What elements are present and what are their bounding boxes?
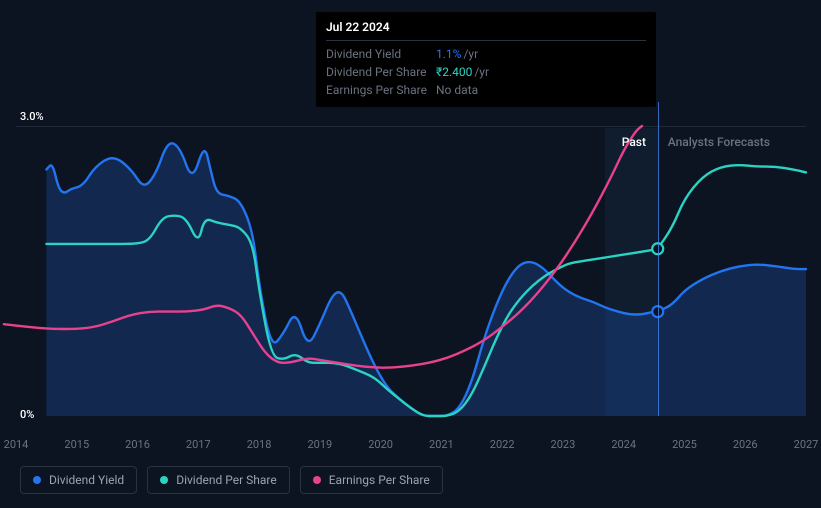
- x-axis-year-2027: 2027: [794, 438, 819, 451]
- x-axis-year-2021: 2021: [429, 438, 454, 451]
- x-axis-year-2024: 2024: [611, 438, 636, 451]
- tooltip-row-value: No data: [436, 83, 478, 97]
- dividend_yield-area: [46, 143, 806, 416]
- x-axis-year-2026: 2026: [733, 438, 758, 451]
- tooltip-row-value: 1.1%: [436, 47, 461, 61]
- cursor-line: [658, 102, 659, 416]
- x-axis-year-2016: 2016: [125, 438, 150, 451]
- chart-tooltip: Jul 22 2024 Dividend Yield1.1% /yrDivide…: [316, 12, 656, 107]
- x-axis-year-2015: 2015: [64, 438, 89, 451]
- legend-dot-icon: [160, 476, 168, 484]
- legend-item-label: Earnings Per Share: [329, 473, 430, 487]
- x-axis-year-2014: 2014: [4, 438, 29, 451]
- x-axis-year-2020: 2020: [368, 438, 393, 451]
- legend-dot-icon: [313, 476, 321, 484]
- chart-plot-area[interactable]: [16, 126, 806, 416]
- dividend-chart: 3.0% 0% Past Analysts Forecasts 20142015…: [0, 0, 821, 508]
- tooltip-row-label: Dividend Yield: [326, 47, 436, 61]
- chart-legend: Dividend Yield Dividend Per Share Earnings…: [20, 466, 443, 494]
- legend-item-label: Dividend Per Share: [176, 473, 277, 487]
- past-label: Past: [622, 135, 646, 149]
- x-axis-year-2019: 2019: [307, 438, 332, 451]
- tooltip-row-earnings-per-share: Earnings Per ShareNo data: [326, 81, 646, 99]
- legend-item-dividend_per_share[interactable]: Dividend Per Share: [147, 466, 290, 494]
- x-axis-year-2025: 2025: [672, 438, 697, 451]
- legend-item-earnings_per_share[interactable]: Earnings Per Share: [300, 466, 443, 494]
- x-axis-year-2018: 2018: [247, 438, 272, 451]
- legend-item-label: Dividend Yield: [49, 473, 124, 487]
- tooltip-row-unit: /yr: [474, 65, 489, 79]
- x-axis-year-2023: 2023: [551, 438, 576, 451]
- x-axis-year-2022: 2022: [490, 438, 515, 451]
- forecast-label: Analysts Forecasts: [668, 135, 770, 149]
- tooltip-row-dividend-per-share: Dividend Per Share₹2.400 /yr: [326, 63, 646, 81]
- tooltip-row-unit: /yr: [463, 47, 478, 61]
- tooltip-row-dividend-yield: Dividend Yield1.1% /yr: [326, 45, 646, 63]
- tooltip-row-label: Dividend Per Share: [326, 65, 436, 79]
- legend-dot-icon: [33, 476, 41, 484]
- tooltip-row-label: Earnings Per Share: [326, 83, 436, 97]
- y-axis-label-max: 3.0%: [20, 110, 44, 123]
- tooltip-row-value: ₹2.400: [436, 65, 472, 79]
- legend-item-dividend_yield[interactable]: Dividend Yield: [20, 466, 137, 494]
- tooltip-date: Jul 22 2024: [326, 20, 646, 41]
- x-axis-year-2017: 2017: [186, 438, 211, 451]
